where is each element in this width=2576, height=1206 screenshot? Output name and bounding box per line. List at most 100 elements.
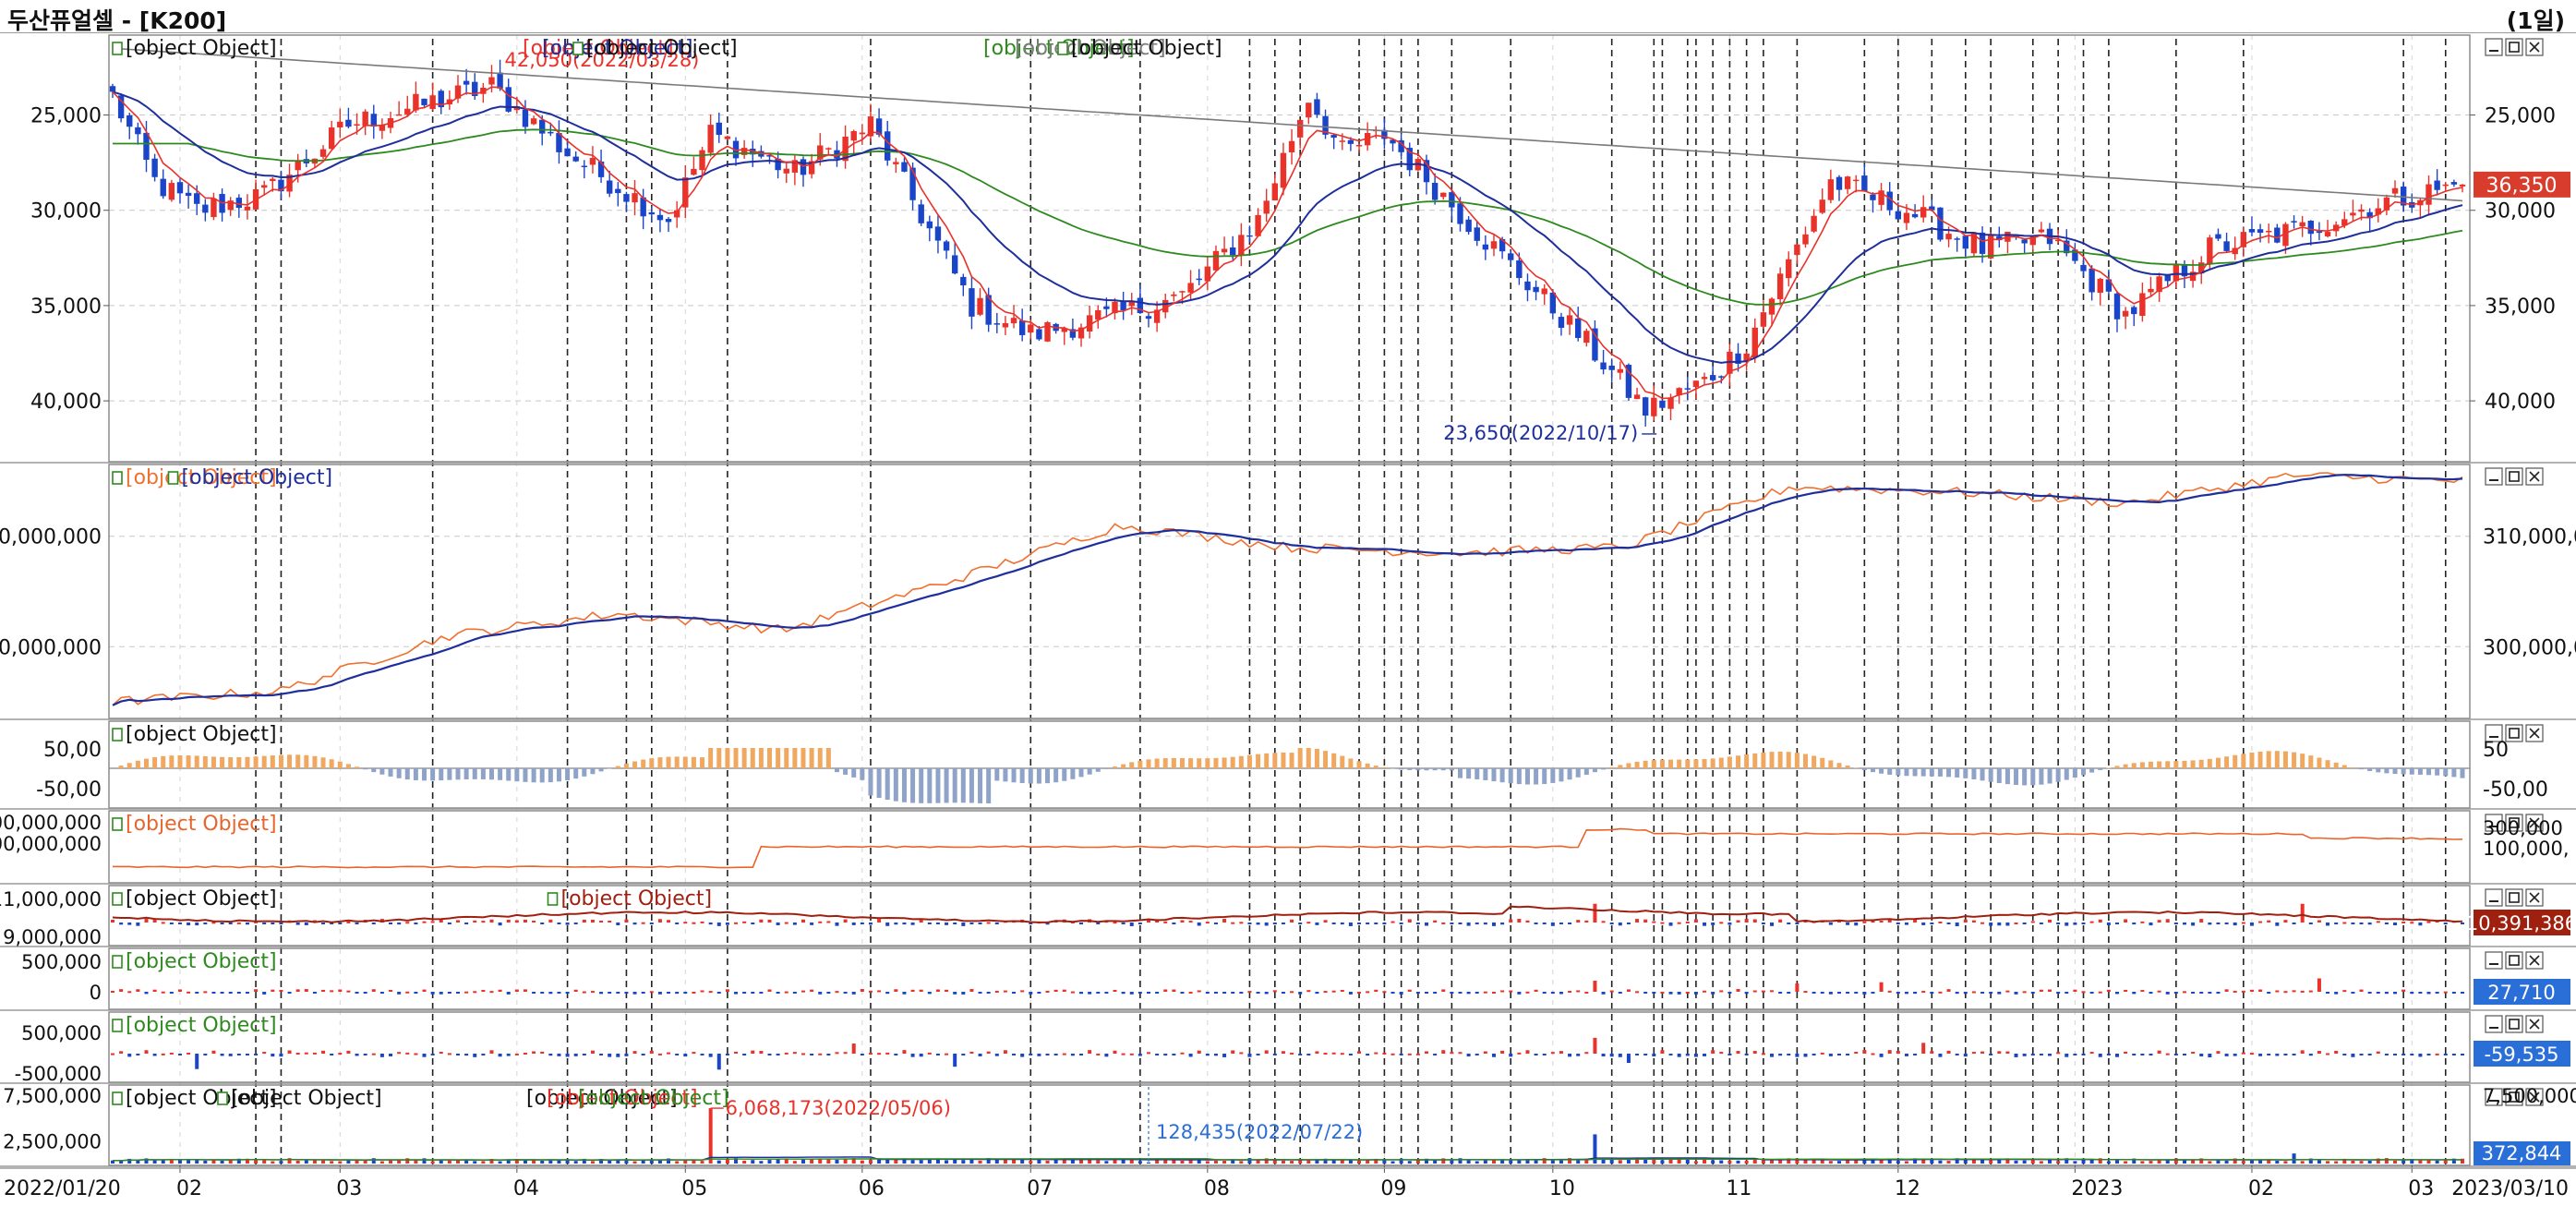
- indiv-bar: [767, 1054, 772, 1055]
- volume-bar: [683, 1159, 688, 1164]
- legend-handle-icon[interactable]: [112, 1019, 123, 1032]
- legend-handle-icon[interactable]: [572, 42, 584, 55]
- volume-bar: [767, 1160, 772, 1164]
- panel-minimize-icon[interactable]: [2485, 951, 2503, 970]
- candle: [724, 136, 731, 139]
- volume-bar: [1180, 1160, 1185, 1164]
- volume-bar: [1770, 1160, 1775, 1164]
- candle: [548, 131, 554, 134]
- maximize-icon-box: [2505, 1015, 2523, 1033]
- panel-maximize-icon[interactable]: [2505, 467, 2523, 486]
- inst-bar: [1425, 992, 1429, 994]
- candle: [623, 194, 630, 202]
- legend-handle-icon[interactable]: [112, 728, 123, 742]
- panel-maximize-icon[interactable]: [2505, 951, 2523, 970]
- volume-bar: [902, 1158, 907, 1164]
- vo-bar: [986, 768, 992, 803]
- volume-bar: [1231, 1159, 1235, 1164]
- inst-bar: [548, 992, 553, 995]
- candle: [413, 93, 419, 111]
- inst-bar: [2426, 992, 2431, 995]
- foreign-bar: [2283, 920, 2288, 923]
- inst-bar: [1407, 989, 1412, 992]
- panel-close-icon[interactable]: [2525, 1088, 2544, 1106]
- legend-handle-icon[interactable]: [547, 892, 559, 906]
- indiv-bar: [1306, 1054, 1311, 1055]
- panel-maximize-icon[interactable]: [2505, 888, 2523, 907]
- foreign-bar: [1366, 923, 1370, 925]
- panel-minimize-icon[interactable]: [2485, 38, 2503, 56]
- panel-minimize-icon[interactable]: [2485, 1088, 2503, 1106]
- vo-bar: [1162, 758, 1168, 768]
- panel-minimize-icon[interactable]: [2485, 888, 2503, 907]
- panel-minimize-icon[interactable]: [2485, 814, 2503, 832]
- legend-handle-icon[interactable]: [112, 892, 123, 906]
- inst-badge-label: 27,710: [2487, 982, 2555, 1004]
- candle: [1617, 368, 1624, 373]
- inst-bar: [1415, 992, 1420, 994]
- indiv-bar: [1643, 1054, 1648, 1055]
- legend-handle-icon[interactable]: [112, 471, 123, 485]
- foreign-bar: [1703, 923, 1707, 926]
- panel-maximize-icon[interactable]: [2505, 814, 2523, 832]
- legend-handle-icon[interactable]: [1057, 42, 1068, 55]
- vo-bar: [1996, 768, 2002, 784]
- panel-close-icon[interactable]: [2525, 888, 2544, 907]
- panel-maximize-icon[interactable]: [2505, 38, 2523, 56]
- panel-close-icon[interactable]: [2525, 38, 2544, 56]
- foreign-bar: [1264, 923, 1269, 926]
- panel-minimize-icon[interactable]: [2485, 724, 2503, 742]
- vo-bar: [1289, 753, 1294, 768]
- panel-minimize-icon[interactable]: [2485, 467, 2503, 486]
- legend-handle-icon[interactable]: [167, 471, 179, 485]
- candle: [1811, 215, 1817, 232]
- inst-bar: [405, 991, 410, 994]
- panel-close-icon[interactable]: [2525, 951, 2544, 970]
- indiv-bar: [565, 1054, 570, 1057]
- panel-close-icon[interactable]: [2525, 467, 2544, 486]
- legend-handle-icon[interactable]: [112, 42, 123, 55]
- candle: [497, 72, 503, 89]
- candle: [1533, 286, 1539, 293]
- volume-bar: [641, 1159, 645, 1164]
- volume-bar: [2048, 1158, 2052, 1164]
- legend-handle-icon[interactable]: [112, 955, 123, 969]
- panel-minimize-icon[interactable]: [2485, 1015, 2503, 1033]
- indiv-bar: [2022, 1054, 2027, 1056]
- foreign-bar: [2124, 919, 2128, 923]
- panel-maximize-icon[interactable]: [2505, 724, 2523, 742]
- inst-bar: [1466, 992, 1471, 995]
- foreign-bar: [1475, 923, 1479, 924]
- foreign-bar: [540, 923, 545, 924]
- inst-bar: [1045, 990, 1050, 993]
- close-icon: [2529, 817, 2540, 828]
- indiv-bar: [2451, 1054, 2456, 1055]
- indiv-badge-label: -59,535: [2484, 1043, 2558, 1066]
- candle: [1196, 278, 1202, 281]
- vo-bar: [1693, 759, 1699, 768]
- candle: [1853, 179, 1860, 182]
- high-annotation: 42,050(2022/03/28): [504, 49, 699, 71]
- panel-close-icon[interactable]: [2525, 724, 2544, 742]
- vo-bar: [1845, 766, 1850, 768]
- indiv-bar: [969, 1051, 974, 1054]
- candle: [1794, 244, 1800, 256]
- panel-frame-indiv: [108, 1011, 2471, 1083]
- legend-handle-icon[interactable]: [217, 1091, 228, 1105]
- legend-handle-icon[interactable]: [112, 1091, 123, 1105]
- price-tick-label: 30,000: [30, 200, 102, 223]
- legend-handle-icon[interactable]: [112, 817, 123, 831]
- candle: [1566, 315, 1573, 325]
- vo-bar: [531, 768, 536, 783]
- inst-bar: [111, 991, 114, 994]
- foreign-bar: [2249, 923, 2254, 926]
- volume-bar: [2014, 1160, 2018, 1164]
- panel-close-icon[interactable]: [2525, 814, 2544, 832]
- maximize-icon-box: [2505, 38, 2523, 56]
- panel-close-icon[interactable]: [2525, 1015, 2544, 1033]
- panel-maximize-icon[interactable]: [2505, 1088, 2523, 1106]
- panel-maximize-icon[interactable]: [2505, 1015, 2523, 1033]
- candle: [454, 85, 462, 99]
- volume-bar: [1525, 1159, 1530, 1164]
